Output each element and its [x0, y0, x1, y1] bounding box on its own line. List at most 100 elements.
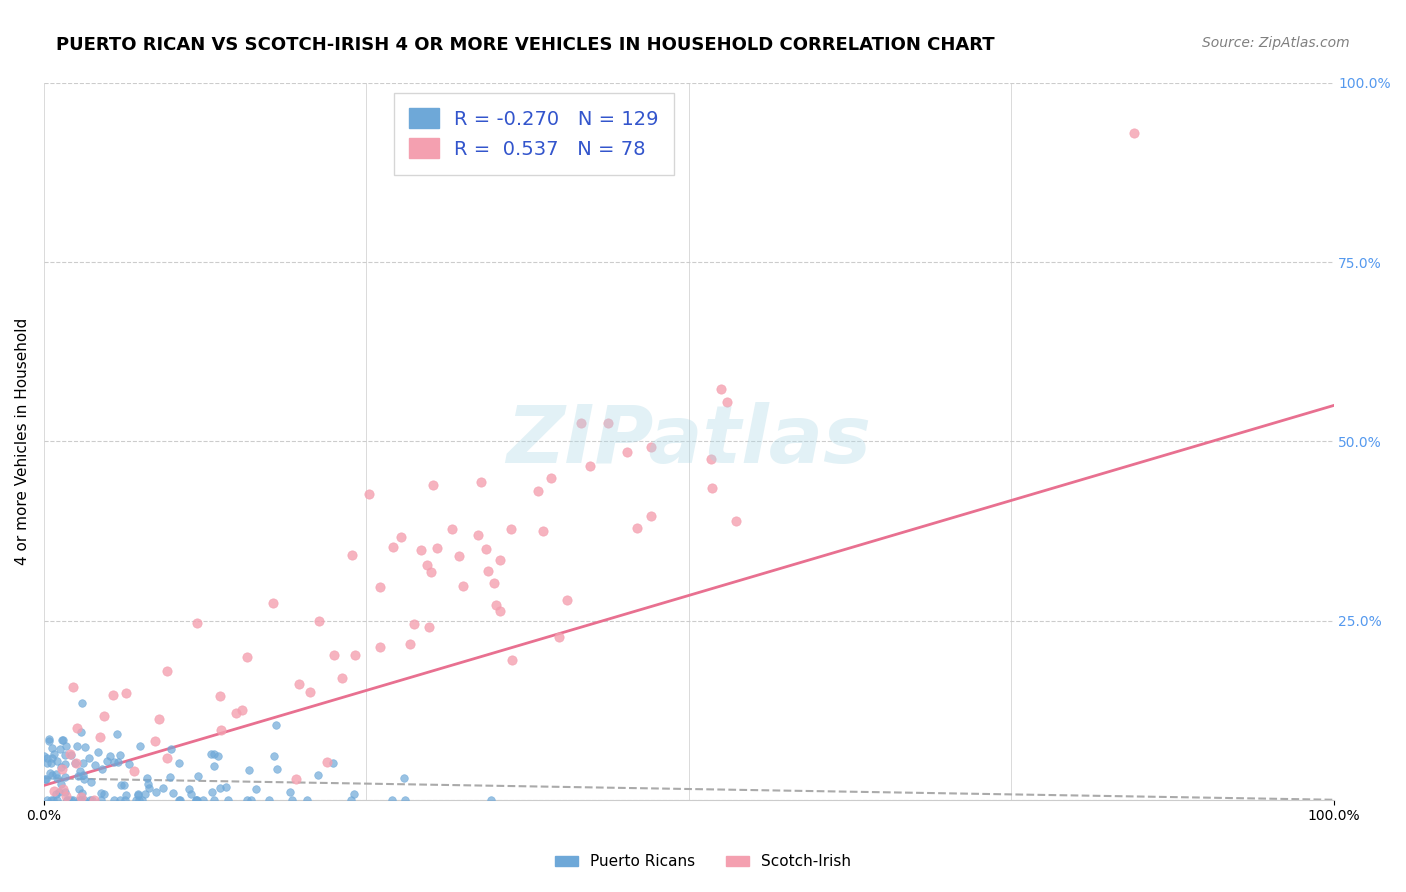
Point	[44, 747, 66, 761]
Point	[240, 793, 263, 807]
Point	[34, 749, 56, 764]
Text: Source: ZipAtlas.com: Source: ZipAtlas.com	[1202, 36, 1350, 50]
Point	[426, 541, 449, 556]
Point	[65, 721, 87, 735]
Point	[39, 793, 62, 807]
Point	[129, 739, 152, 753]
Point	[315, 755, 337, 769]
Point	[45, 767, 67, 781]
Point	[55, 739, 77, 753]
Point	[257, 793, 280, 807]
Point	[52, 733, 75, 747]
Point	[295, 793, 318, 807]
Point	[451, 579, 474, 593]
Point	[152, 780, 174, 795]
Point	[191, 793, 214, 807]
Point	[488, 604, 510, 618]
Point	[322, 756, 344, 771]
Point	[37, 751, 59, 765]
Point	[263, 749, 285, 764]
Point	[73, 772, 96, 786]
Point	[236, 650, 259, 665]
Point	[48, 742, 70, 756]
Point	[93, 709, 115, 723]
Point	[39, 756, 62, 771]
Point	[110, 778, 132, 792]
Point	[169, 793, 191, 807]
Point	[368, 640, 391, 654]
Point	[156, 664, 179, 678]
Point	[122, 764, 145, 779]
Point	[58, 793, 80, 807]
Point	[35, 793, 58, 807]
Point	[477, 564, 499, 578]
Point	[330, 671, 353, 685]
Point	[179, 781, 201, 796]
Point	[37, 756, 59, 771]
Point	[69, 764, 91, 779]
Point	[136, 777, 159, 791]
Point	[339, 793, 361, 807]
Point	[65, 739, 87, 753]
Point	[73, 793, 96, 807]
Point	[285, 772, 308, 786]
Point	[107, 756, 129, 770]
Point	[63, 756, 86, 770]
Point	[264, 718, 287, 732]
Point	[419, 565, 441, 579]
Point	[89, 730, 111, 744]
Point	[262, 596, 284, 610]
Point	[156, 751, 179, 765]
Point	[449, 549, 471, 563]
Point	[200, 747, 222, 762]
Point	[38, 731, 60, 746]
Point	[441, 522, 464, 536]
Point	[394, 772, 416, 786]
Point	[39, 765, 62, 780]
Point	[103, 793, 125, 807]
Point	[38, 734, 60, 748]
Point	[526, 483, 548, 498]
Point	[91, 763, 114, 777]
Point	[41, 751, 63, 765]
Point	[162, 786, 184, 800]
Text: PUERTO RICAN VS SCOTCH-IRISH 4 OR MORE VEHICLES IN HOUSEHOLD CORRELATION CHART: PUERTO RICAN VS SCOTCH-IRISH 4 OR MORE V…	[56, 36, 995, 54]
Point	[103, 689, 125, 703]
Point	[48, 784, 70, 798]
Point	[186, 615, 208, 630]
Point	[46, 771, 69, 785]
Point	[55, 789, 77, 803]
Point	[167, 756, 190, 770]
Point	[201, 784, 224, 798]
Point	[579, 458, 602, 473]
Point	[501, 653, 523, 667]
Point	[531, 524, 554, 538]
Point	[399, 637, 422, 651]
Point	[323, 648, 346, 662]
Point	[479, 793, 502, 807]
Point	[616, 445, 638, 459]
Point	[143, 734, 166, 748]
Point	[56, 793, 79, 807]
Point	[474, 541, 496, 556]
Point	[700, 452, 723, 467]
Point	[368, 580, 391, 594]
Point	[41, 741, 63, 756]
Point	[209, 723, 232, 737]
Point	[288, 677, 311, 691]
Point	[51, 777, 73, 791]
Point	[52, 782, 75, 797]
Text: ZIPatlas: ZIPatlas	[506, 402, 872, 481]
Point	[67, 781, 90, 796]
Point	[96, 755, 118, 769]
Point	[127, 788, 149, 802]
Point	[202, 747, 225, 762]
Point	[72, 768, 94, 782]
Point	[186, 793, 208, 807]
Point	[202, 759, 225, 773]
Point	[83, 793, 105, 807]
Point	[59, 793, 82, 807]
Point	[710, 382, 733, 396]
Point	[540, 471, 562, 485]
Point	[187, 769, 209, 783]
